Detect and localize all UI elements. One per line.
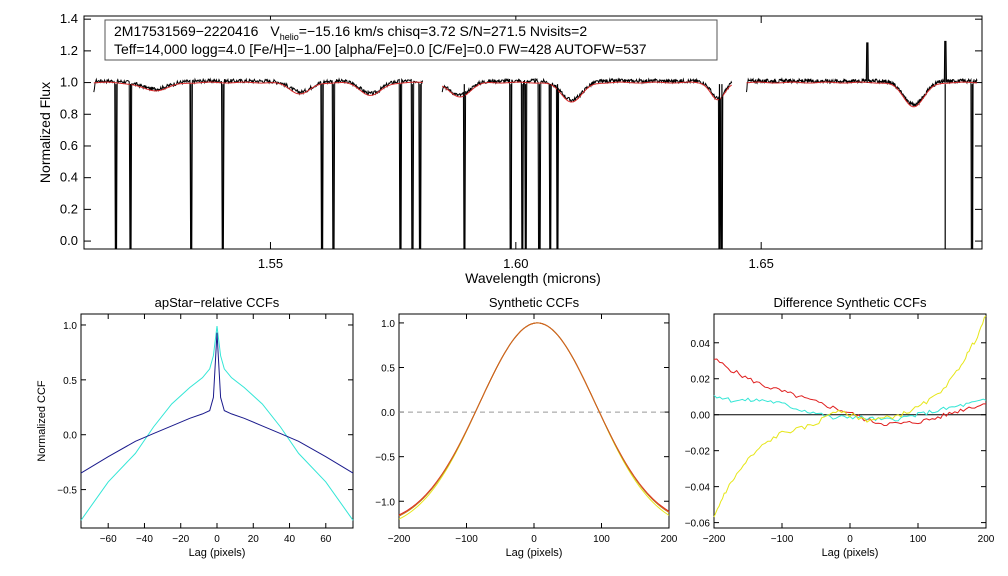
synthetic_ccf-ytick-label: 1.0	[381, 319, 395, 330]
apstar_ccf-xtick-label: 0	[214, 534, 220, 545]
difference_ccf-ytick-label: −0.02	[685, 447, 711, 458]
annotation-box	[104, 19, 718, 61]
difference_ccf-xtick-label: 100	[910, 534, 927, 545]
synthetic_ccf-xtick-label: 100	[593, 534, 610, 545]
synthetic-ccf-line-0	[398, 322, 670, 520]
difference_ccf-title: Difference Synthetic CCFs	[774, 295, 927, 310]
synthetic_ccf-xtick-label: −100	[455, 534, 478, 545]
synthetic_ccf-xlabel: Lag (pixels)	[506, 547, 563, 559]
apstar_ccf-ytick-label: 1.0	[63, 321, 77, 332]
spectrum-observed-chip-1	[441, 77, 733, 249]
spectrum-xtick-label: 1.65	[749, 256, 774, 271]
difference_ccf-xtick-label: 200	[978, 534, 995, 545]
spectrum-plot	[93, 40, 978, 249]
spectrum-model-chip-1	[441, 81, 733, 103]
spectrum-ylabel: Normalized Flux	[37, 82, 53, 183]
apstar_ccf-ylabel: Normalized CCF	[36, 380, 48, 462]
spectrum-observed-chip-2	[746, 40, 978, 249]
spectrum-ytick-label: 0.8	[60, 106, 78, 121]
spectrum-observed-chip-0	[93, 77, 424, 249]
spectrum-ytick-label: 0.6	[60, 138, 78, 153]
apstar-series	[80, 326, 354, 521]
apstar_ccf-frame	[80, 313, 354, 529]
synthetic_ccf-ytick-label: −0.5	[375, 453, 395, 464]
difference_ccf-ytick-label: 0.00	[691, 411, 711, 422]
apstar_ccf-ytick-label: 0.5	[63, 376, 77, 387]
apstar_ccf-ytick-label: 0.0	[63, 431, 77, 442]
synthetic-series	[398, 322, 670, 520]
annotation-vhelio-sub: helio	[280, 32, 299, 42]
spectrum-ytick-label: 0.4	[60, 170, 78, 185]
difference_ccf-xtick-label: 0	[847, 534, 853, 545]
synthetic_ccf-axes: −200 −100 0 100 200 −1.0 −0.5 0.0 0.5 1.0 Syntheti…	[375, 295, 678, 559]
spectrum-ytick-label: 0.0	[60, 233, 78, 248]
spectrum-annotation: 2M17531569−2220416 Vhelio=−15.16 km/s chi…	[104, 19, 718, 61]
spectrum-ytick-label: 1.0	[60, 75, 78, 90]
annotation-line-2: Teff=14,000 logg=4.0 [Fe/H]=−1.00 [alpha…	[114, 41, 647, 57]
apstar_ccf-axes: −60 −40 −20 0 20 40 60 −0.5 0.0 0.5 1.0 apStar−rela…	[36, 295, 354, 559]
spectrum-model-chip-2	[746, 81, 978, 108]
spectrum-ytick-label: 1.4	[60, 11, 78, 26]
difference_ccf-ytick-label: 0.02	[691, 375, 711, 386]
annotation-vhelio-prefix: V	[270, 23, 280, 39]
difference_ccf-ytick-label: 0.04	[691, 339, 711, 350]
synthetic_ccf-ytick-label: 0.0	[381, 408, 395, 419]
synthetic_ccf-frame	[398, 313, 670, 529]
synthetic_ccf-xtick-label: 200	[661, 534, 678, 545]
apstar_ccf-xtick-label: −40	[136, 534, 153, 545]
apstar-ccf-line-0	[80, 326, 354, 521]
difference_ccf-xlabel: Lag (pixels)	[822, 547, 879, 559]
synthetic-ccf-line-1	[398, 322, 670, 517]
synthetic_ccf-ytick-label: 0.5	[381, 364, 395, 375]
difference_ccf-ytick-label: −0.06	[685, 519, 711, 530]
spectrum-xlabel: Wavelength (microns)	[465, 270, 601, 286]
spectrum-axes: 1.55 1.60 1.65 0.0 0.2 0.4 0.6 0.8 1.0 1.2 1.4 Wave…	[37, 11, 983, 286]
annotation-line-1: 2M17531569−2220416 Vhelio=−15.16 km/s chi…	[114, 23, 587, 42]
annotation-star-id: 2M17531569−2220416	[114, 23, 259, 39]
apstar_ccf-xtick-label: 60	[320, 534, 332, 545]
difference_ccf-axes: −200 −100 0 100 200 −0.06 −0.04 −0.02 0.00 0.02 0.…	[685, 295, 995, 559]
difference_ccf-xtick-label: −100	[771, 534, 794, 545]
apstar_ccf-xtick-label: −60	[100, 534, 117, 545]
difference-ccf-line-1	[713, 358, 986, 427]
spectrum-model-chip-0	[93, 81, 423, 96]
difference_ccf-ytick-label: −0.04	[685, 483, 711, 494]
apstar-ccf-line-1	[80, 332, 354, 474]
synthetic_ccf-xtick-label: −200	[388, 534, 411, 545]
synthetic-ccf-line-3	[398, 322, 670, 517]
difference-ccf-line-3	[713, 315, 987, 518]
spectrum-frame	[83, 15, 983, 250]
spectrum-xtick-label: 1.60	[503, 256, 528, 271]
apstar_ccf-title: apStar−relative CCFs	[155, 295, 280, 310]
apstar_ccf-xtick-label: 20	[248, 534, 260, 545]
synthetic_ccf-ytick-label: −1.0	[375, 497, 395, 508]
synthetic_ccf-xtick-label: 0	[531, 534, 537, 545]
difference-series	[713, 315, 987, 518]
apstar_ccf-xtick-label: 40	[284, 534, 296, 545]
apstar_ccf-ytick-label: −0.5	[57, 486, 77, 497]
apstar_ccf-xtick-label: −20	[172, 534, 189, 545]
apstar_ccf-xlabel: Lag (pixels)	[189, 547, 246, 559]
annotation-vhelio-rest: =−15.16 km/s chisq=3.72 S/N=271.5 Nvisit…	[299, 23, 588, 39]
synthetic_ccf-title: Synthetic CCFs	[489, 295, 580, 310]
spectrum-xtick-label: 1.55	[258, 256, 283, 271]
spectrum-ytick-label: 0.2	[60, 201, 78, 216]
difference_ccf-xtick-label: −200	[703, 534, 726, 545]
difference_ccf-frame	[713, 313, 987, 529]
spectrum-ytick-label: 1.2	[60, 43, 78, 58]
synthetic-ccf-line-2	[398, 322, 670, 516]
